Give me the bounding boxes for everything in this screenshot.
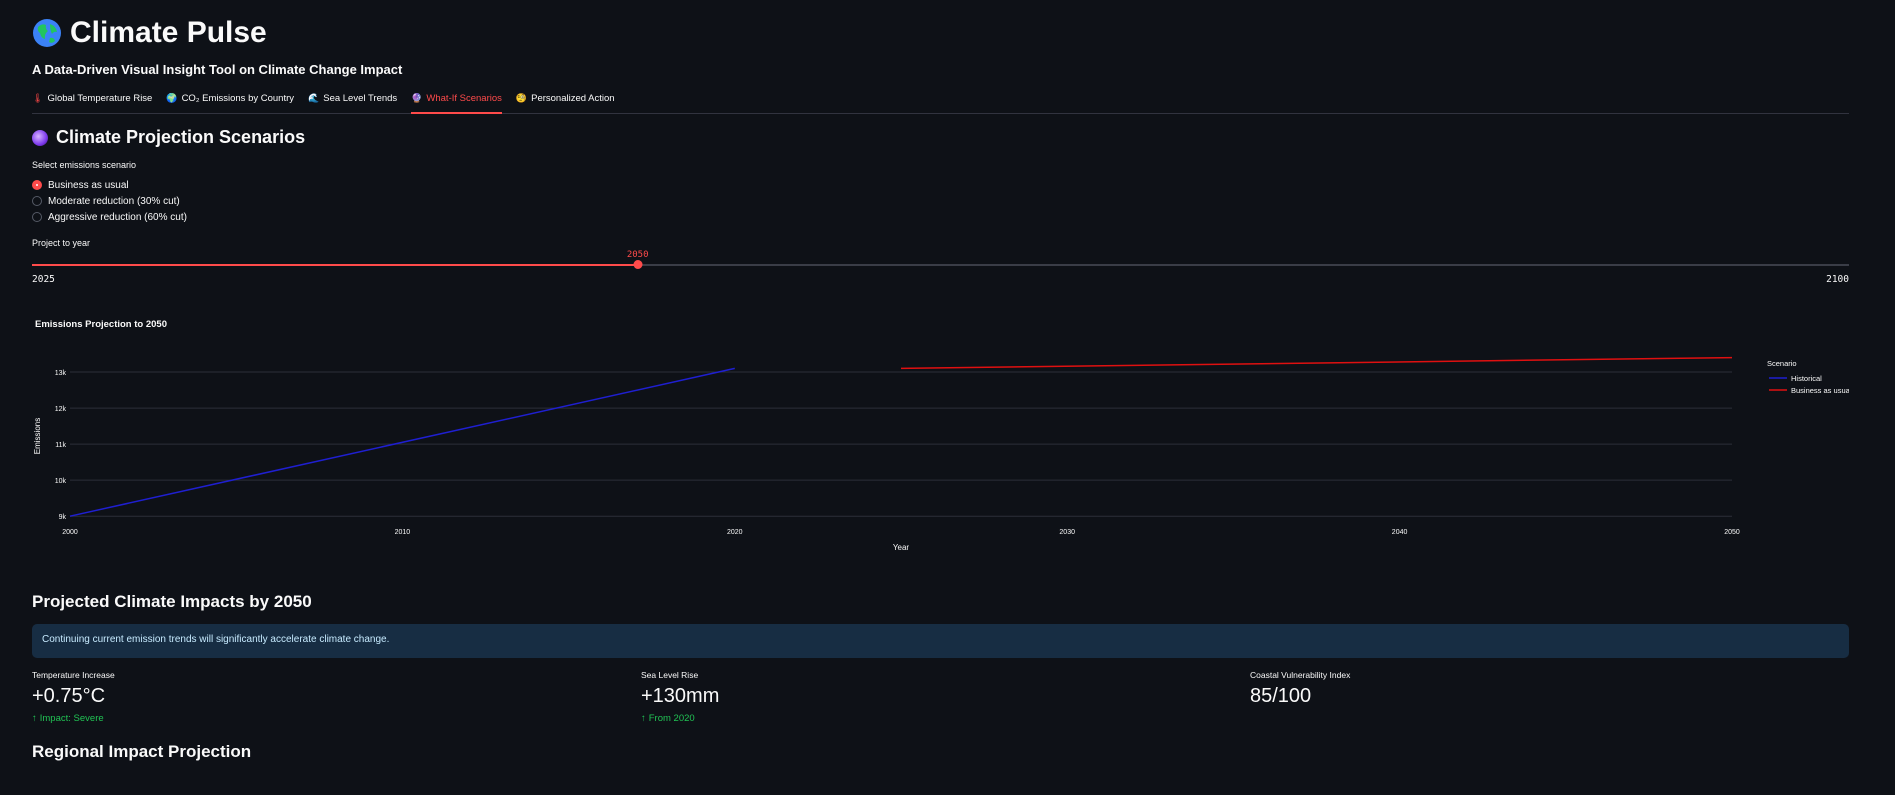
legend-entry: Business as usual xyxy=(1791,386,1849,395)
y-axis-label: Emissions xyxy=(33,418,42,454)
slider-fill xyxy=(32,264,638,266)
metric-temperature-increase: Temperature Increase +0.75°C ↑ Impact: S… xyxy=(32,670,115,724)
y-tick-label: 12k xyxy=(55,406,67,413)
y-tick-label: 11k xyxy=(55,442,66,449)
section-heading-text: Climate Projection Scenarios xyxy=(56,127,306,147)
impacts-heading: Projected Climate Impacts by 2050 xyxy=(32,592,312,611)
x-axis-label: Year xyxy=(893,543,910,552)
year-slider-label: Project to year xyxy=(32,238,91,248)
wave-icon: 🌊 xyxy=(308,93,320,103)
regional-heading: Regional Impact Projection xyxy=(32,742,252,761)
chart-title: Emissions Projection to 2050 xyxy=(35,319,167,330)
radio-business-as-usual[interactable]: Business as usual xyxy=(32,177,187,193)
metric-delta: ↑ From 2020 xyxy=(641,713,719,724)
year-slider[interactable] xyxy=(32,260,1849,269)
slider-track xyxy=(32,264,1849,266)
x-tick-label: 2000 xyxy=(62,529,78,536)
radio-option-label: Moderate reduction (30% cut) xyxy=(48,195,180,207)
app-title: Climate Pulse xyxy=(70,16,267,49)
radio-moderate-reduction[interactable]: Moderate reduction (30% cut) xyxy=(32,193,187,209)
app-header: Climate Pulse xyxy=(32,16,267,50)
globe-icon xyxy=(33,19,61,47)
x-tick-label: 2040 xyxy=(1392,529,1408,536)
metric-delta-text: From 2020 xyxy=(648,713,695,724)
metric-value: +0.75°C xyxy=(32,685,106,707)
globe-icon: 🌍 xyxy=(166,93,178,103)
slider-max-label: 2100 xyxy=(1826,274,1849,285)
metric-value: +130mm xyxy=(641,685,720,707)
radio-option-label: Business as usual xyxy=(48,179,129,191)
emissions-chart-svg: Emissions Projection to 2050 9k 10k 11k 12k 1… xyxy=(33,319,1852,552)
series-line xyxy=(69,367,735,517)
tab-label: CO₂ Emissions by Country xyxy=(181,93,295,104)
metric-delta-text: Impact: Severe xyxy=(39,713,104,724)
section-heading: Climate Projection Scenarios xyxy=(32,127,305,148)
slider-min-label: 2025 xyxy=(32,274,55,285)
metric-value: 85/100 xyxy=(1250,685,1312,707)
tab-label: Sea Level Trends xyxy=(323,93,398,104)
x-tick-label: 2010 xyxy=(395,529,411,536)
legend-entry: Historical xyxy=(1791,374,1822,383)
radio-option-label: Aggressive reduction (60% cut) xyxy=(48,211,187,223)
tab-personalized-action[interactable]: 🧐 Personalized Action xyxy=(516,90,615,114)
emissions-chart: Emissions Projection to 2050 9k 10k 11k 12k 1… xyxy=(32,312,1852,562)
crystal-ball-icon: 🔮 xyxy=(411,93,423,103)
metric-coastal-vulnerability: Coastal Vulnerability Index 85/100 xyxy=(1250,670,1350,708)
tab-global-temperature-rise[interactable]: 🌡 Global Temperature Rise xyxy=(32,90,152,114)
arrow-up-icon: ↑ xyxy=(641,713,646,724)
tab-bar: 🌡 Global Temperature Rise 🌍 CO₂ Emission… xyxy=(32,90,1849,114)
metric-label: Coastal Vulnerability Index xyxy=(1250,670,1351,680)
y-tick-label: 9k xyxy=(59,514,67,521)
metric-label: Temperature Increase xyxy=(32,670,115,680)
y-tick-label: 13k xyxy=(55,370,67,377)
scenario-radio-group: Business as usual Moderate reduction (30… xyxy=(32,177,187,225)
metric-label: Sea Level Rise xyxy=(641,670,699,680)
tab-sea-level-trends[interactable]: 🌊 Sea Level Trends xyxy=(308,90,397,114)
tab-label: Global Temperature Rise xyxy=(47,93,153,104)
arrow-up-icon: ↑ xyxy=(32,713,37,724)
app-subtitle: A Data-Driven Visual Insight Tool on Cli… xyxy=(32,62,403,77)
impact-alert: Continuing current emission trends will … xyxy=(32,624,1849,658)
thermometer-icon: 🌡 xyxy=(32,93,44,103)
face-icon: 🧐 xyxy=(515,93,528,103)
tab-what-if-scenarios[interactable]: 🔮 What-If Scenarios xyxy=(411,90,502,114)
radio-selected-indicator xyxy=(32,180,42,190)
slider-thumb[interactable] xyxy=(633,260,643,269)
y-tick-label: 10k xyxy=(55,478,67,485)
legend-title: Scenario xyxy=(1767,359,1797,368)
tab-co2-emissions-by-country[interactable]: 🌍 CO₂ Emissions by Country xyxy=(166,90,294,114)
crystal-ball-icon xyxy=(32,129,48,146)
metric-sea-level-rise: Sea Level Rise +130mm ↑ From 2020 xyxy=(641,670,719,724)
scenario-radio-label: Select emissions scenario xyxy=(32,160,137,170)
x-tick-label: 2020 xyxy=(727,529,743,536)
radio-aggressive-reduction[interactable]: Aggressive reduction (60% cut) xyxy=(32,209,187,225)
radio-indicator xyxy=(32,196,42,206)
radio-indicator xyxy=(32,212,42,222)
tab-label: Personalized Action xyxy=(531,93,615,104)
x-tick-label: 2030 xyxy=(1059,529,1075,536)
metric-delta: ↑ Impact: Severe xyxy=(32,713,115,724)
tab-label: What-If Scenarios xyxy=(426,93,502,104)
year-slider-value: 2050 xyxy=(626,250,649,260)
x-tick-label: 2050 xyxy=(1724,529,1740,536)
series-line xyxy=(900,356,1733,370)
